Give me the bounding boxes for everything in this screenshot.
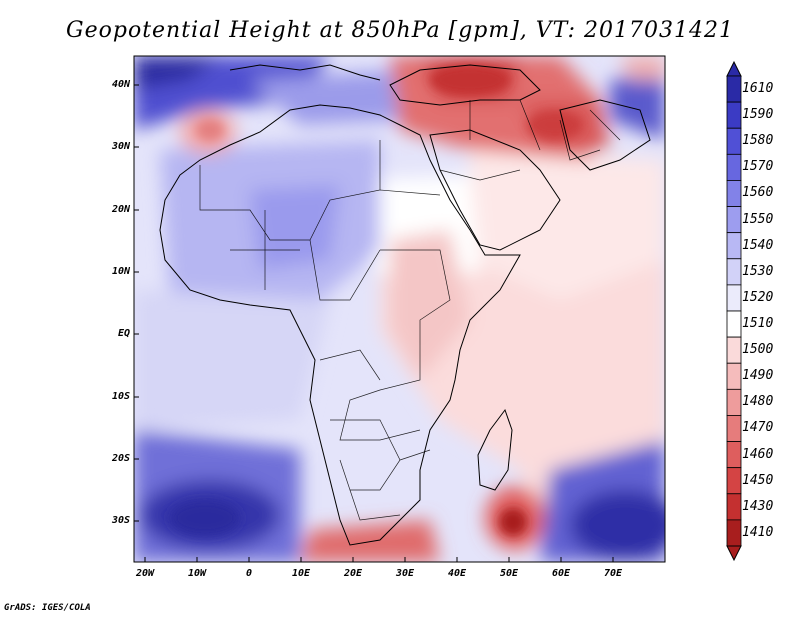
colorbar-label: 1560 [742, 185, 774, 201]
lon-label: 50E [499, 568, 519, 579]
colorbar-swatch [726, 101, 742, 129]
lat-label: 30N [111, 141, 130, 152]
colorbar-swatch [726, 232, 742, 260]
height-field [134, 56, 665, 562]
lat-label: 20S [111, 453, 130, 464]
lat-label: 20N [111, 204, 130, 215]
colorbar-label: 1470 [742, 420, 774, 436]
lat-label: 30S [111, 515, 130, 526]
colorbar-swatch [726, 180, 742, 207]
lon-label: 10W [187, 568, 207, 579]
colorbar-top-arrow [726, 60, 742, 77]
tick-marks [134, 84, 614, 562]
lon-label: 20E [343, 568, 363, 579]
colorbar-swatch [726, 415, 742, 442]
colorbar-label: 1410 [742, 524, 774, 540]
colorbar-label: 1500 [742, 342, 774, 358]
borders [199, 99, 621, 521]
colorbar-label: 1460 [742, 446, 774, 462]
colorbar-label: 1570 [742, 159, 774, 175]
colorbar-label: 1510 [742, 316, 774, 331]
colorbar-swatch [726, 388, 742, 416]
lat-label: 40N [111, 79, 130, 90]
lat-label: EQ [117, 328, 130, 339]
colorbar-bottom-arrow [726, 545, 742, 562]
lon-label: 30E [395, 568, 415, 579]
colorbar-swatch [726, 206, 742, 234]
lon-label: 60E [551, 568, 571, 579]
colorbar-swatch [726, 284, 742, 312]
map-frame [133, 55, 666, 563]
colorbar-label: 1590 [742, 107, 774, 123]
colorbar-swatch [726, 310, 742, 338]
colorbar-swatch [726, 127, 742, 155]
colorbar-label: 1530 [742, 263, 774, 279]
colorbar-swatch [726, 258, 742, 286]
colorbar-label: 1550 [742, 211, 774, 227]
colorbar-label: 1480 [742, 394, 774, 410]
colorbar-swatch [726, 519, 742, 547]
colorbar-swatch [726, 441, 742, 469]
lon-label: 20W [135, 568, 155, 579]
colorbar-label: 1450 [742, 472, 774, 488]
credit-text: GrADS: IGES/COLA [4, 603, 91, 613]
colorbar-label: 1580 [742, 133, 774, 149]
colorbar-swatch [726, 493, 742, 521]
colorbar-swatch [726, 75, 742, 103]
lat-label: 10S [111, 391, 130, 402]
colorbar-swatch [726, 153, 742, 181]
coastlines [159, 64, 651, 546]
colorbar-label: 1540 [742, 237, 774, 253]
colorbar-label: 1610 [742, 81, 774, 96]
colorbar-label: 1520 [742, 289, 774, 305]
colorbar-swatch [726, 362, 742, 390]
lon-label: 0 [245, 568, 253, 579]
colorbar-swatch [726, 467, 742, 495]
lon-label: 70E [603, 568, 623, 579]
lat-label: 10N [111, 266, 130, 277]
lon-label: 40E [447, 568, 467, 579]
colorbar-label: 1490 [742, 368, 774, 384]
lon-label: 10E [291, 568, 311, 579]
colorbar-label: 1430 [742, 498, 774, 514]
colorbar [726, 60, 742, 562]
map-title: Geopotential Height at 850hPa [gpm], VT:… [66, 18, 734, 43]
colorbar-swatch [726, 336, 742, 364]
